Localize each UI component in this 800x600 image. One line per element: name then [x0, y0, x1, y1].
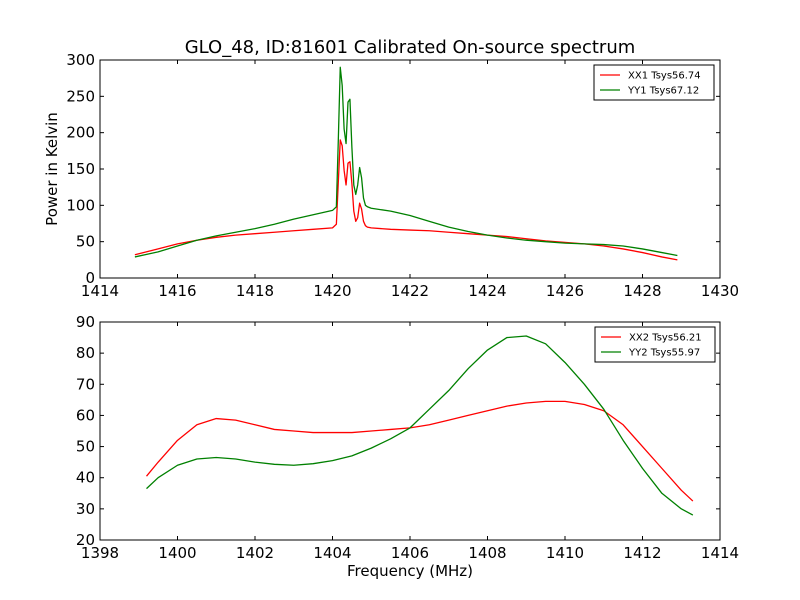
legend-box: [593, 64, 715, 101]
y-tick-label: 0: [85, 269, 95, 287]
x-tick-label: 1414: [701, 544, 739, 562]
x-tick-label: 1416: [158, 282, 196, 300]
x-tick-label: 1428: [623, 282, 661, 300]
y-tick-label: 20: [76, 531, 95, 549]
y-tick-label: 90: [76, 313, 95, 331]
y-tick-label: 70: [76, 375, 95, 393]
x-tick-label: 1398: [81, 544, 119, 562]
x-tick-label: 1410: [546, 544, 584, 562]
legend-label: YY1 Tsys67.12: [627, 86, 699, 97]
x-tick-label: 1418: [236, 282, 274, 300]
legend-label: XX2 Tsys56.21: [629, 333, 702, 344]
legend-label: XX1 Tsys56.74: [628, 71, 701, 82]
y-tick-label: 30: [76, 500, 95, 518]
y-tick-label: 80: [76, 344, 95, 362]
series-line-2: [134, 66, 678, 258]
x-tick-label: 1412: [623, 544, 661, 562]
y-tick-label: 50: [76, 233, 95, 251]
y-axis-label: Power in Kelvin: [43, 112, 61, 226]
y-tick-label: 200: [66, 124, 95, 142]
x-tick-label: 1404: [313, 544, 351, 562]
y-tick-label: 100: [66, 196, 95, 214]
y-tick-label: 250: [66, 87, 95, 105]
top-panel: 1414 1416 1418 1420 1422 1424 1426 1428 1430 0 50 1…: [43, 51, 739, 300]
series-line-1: [145, 400, 694, 502]
x-tick-label: 1420: [313, 282, 351, 300]
y-tick-label: 50: [76, 438, 95, 456]
y-tick-label: 300: [66, 51, 95, 69]
x-tick-label: 1402: [236, 544, 274, 562]
x-tick-label: 1408: [468, 544, 506, 562]
figure-title: GLO_48, ID:81601 Calibrated On-source sp…: [185, 37, 636, 58]
series-line-1: [134, 139, 678, 261]
x-tick-label: 1424: [468, 282, 506, 300]
x-axis-label: Frequency (MHz): [347, 562, 473, 580]
x-tick-label: 1406: [391, 544, 429, 562]
x-tick-label: 1400: [158, 544, 196, 562]
x-tick-label: 1422: [391, 282, 429, 300]
legend-box: [594, 326, 716, 363]
x-tick-label: 1430: [701, 282, 739, 300]
y-tick-label: 60: [76, 406, 95, 424]
bottom-panel: 1398 1400 1402 1404 1406 1408 1410 1412 1414 20 30…: [76, 313, 739, 580]
x-tick-label: 1426: [546, 282, 584, 300]
x-tick-label: 1414: [81, 282, 119, 300]
y-tick-label: 40: [76, 469, 95, 487]
series-line-2: [146, 335, 694, 516]
y-tick-label: 150: [66, 160, 95, 178]
legend-label: YY2 Tsys55.97: [628, 348, 700, 359]
